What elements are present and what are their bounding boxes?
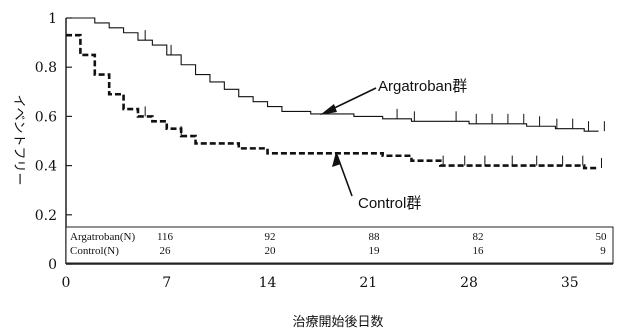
y-tick-label: 0.6 [35,109,57,125]
risk-count-control: 20 [265,245,277,257]
annotation-control: Control群 [332,152,421,212]
risk-row-label-control: Control(N) [70,245,119,257]
arrowhead-control [332,152,341,167]
risk-count-argatroban: 88 [369,231,381,243]
risk-count-control: 19 [369,245,381,257]
x-tick-label: 21 [359,275,377,291]
risk-count-argatroban: 92 [265,231,276,243]
risk-row-label-argatroban: Argatroban(N) [70,231,135,243]
risk-count-control: 16 [473,245,485,257]
x-tick-label: 7 [162,275,171,291]
risk-count-argatroban: 116 [157,231,174,243]
y-tick-label: 0.2 [35,208,57,224]
annotation-label-argatroban: Argatroban群 [378,78,467,95]
risk-count-control: 9 [600,245,606,257]
risk-count-argatroban: 50 [596,231,608,243]
y-ticks: 0 0.2 0.4 0.6 0.8 1 [35,11,72,273]
risk-table: Argatroban(N) Control(N) 116 92 88 82 50… [65,226,614,264]
annotation-argatroban: Argatroban群 [320,78,467,115]
y-tick-label: 0 [48,257,57,273]
series-line-argatroban [66,17,599,132]
risk-count-argatroban: 82 [473,231,484,243]
annotation-label-control: Control群 [358,195,421,212]
risk-count-control: 26 [160,245,172,257]
y-tick-label: 0.4 [35,159,57,175]
x-tick-label: 14 [259,275,277,291]
x-tick-label: 0 [62,275,71,291]
x-tick-label: 35 [561,275,579,291]
x-tick-label: 28 [460,275,478,291]
y-tick-label: 0.8 [35,60,57,76]
series-line-control [66,33,599,170]
y-axis: 0 0.2 0.4 0.6 0.8 1 [35,11,72,273]
series-layer [66,17,605,170]
x-axis-title: 治療開始後日数 [292,315,383,330]
y-tick-label: 1 [48,11,57,27]
y-axis-title: イベントフリー [11,94,26,185]
risk-table-box [65,226,614,264]
arrowhead-argatroban [320,104,337,115]
